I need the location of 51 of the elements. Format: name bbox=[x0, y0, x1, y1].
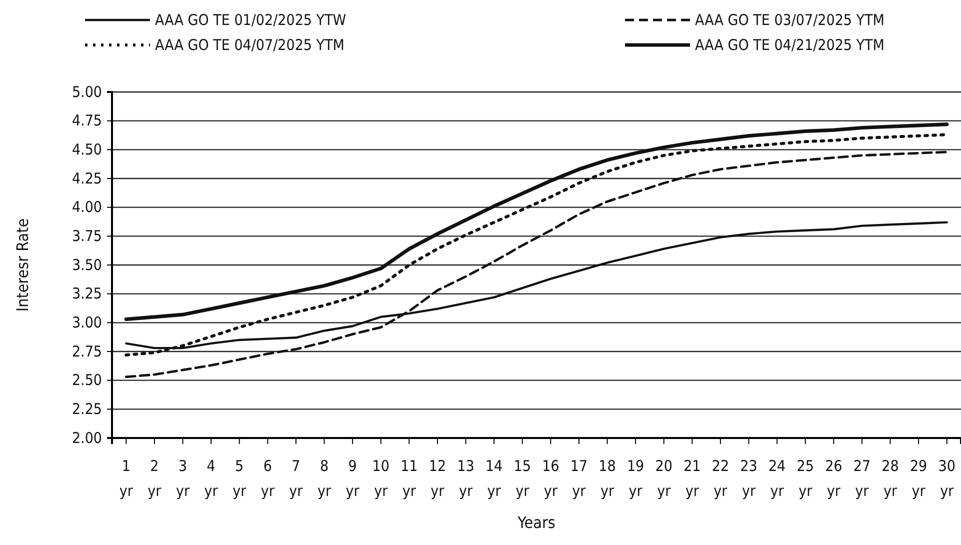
x-tick-label: 24 yr bbox=[768, 457, 786, 500]
legend-label: AAA GO TE 01/02/2025 YTW bbox=[155, 11, 346, 29]
x-tick-label: 29 yr bbox=[910, 457, 928, 500]
x-tick-label: 30 yr bbox=[938, 457, 956, 500]
x-tick-label: 2 yr bbox=[148, 457, 162, 500]
y-tick-label: 3.50 bbox=[72, 256, 102, 274]
y-tick-label: 2.00 bbox=[72, 428, 102, 447]
x-tick-label: 19 yr bbox=[626, 457, 644, 500]
x-tick-label: 17 yr bbox=[570, 457, 588, 500]
x-tick-label: 12 yr bbox=[428, 457, 446, 500]
x-tick-label: 27 yr bbox=[853, 457, 871, 500]
line-series bbox=[124, 122, 949, 322]
x-tick-label: 10 yr bbox=[372, 457, 390, 500]
x-tick-label: 15 yr bbox=[514, 457, 531, 500]
x-tick-label: 3 yr bbox=[176, 457, 190, 500]
x-tick-label: 20 yr bbox=[655, 457, 672, 500]
y-axis-title: Interesr Rate bbox=[13, 218, 32, 312]
x-tick-label: 13 yr bbox=[457, 457, 474, 500]
x-tick-label: 22 yr bbox=[712, 457, 730, 500]
x-axis-title: Years bbox=[516, 513, 556, 532]
x-tick-label: 11 yr bbox=[400, 457, 418, 500]
y-tick-label: 2.75 bbox=[72, 342, 102, 360]
x-tick-label: 7 yr bbox=[289, 457, 304, 500]
y-tick-label: 4.00 bbox=[72, 198, 102, 216]
x-tick-label: 21 yr bbox=[684, 457, 701, 500]
x-tick-label: 4 yr bbox=[204, 457, 218, 500]
x-tick-label: 5 yr bbox=[232, 457, 247, 500]
legend-label: AAA GO TE 04/07/2025 YTM bbox=[155, 36, 344, 54]
legend-label: AAA GO TE 03/07/2025 YTM bbox=[695, 11, 884, 29]
y-tick-label: 2.25 bbox=[72, 400, 102, 418]
x-tick-label: 18 yr bbox=[598, 457, 616, 500]
y-tick-label: 3.00 bbox=[72, 313, 102, 332]
x-tick-label: 26 yr bbox=[825, 457, 842, 500]
y-tick-label: 4.50 bbox=[72, 140, 102, 158]
x-tick-label: 23 yr bbox=[740, 457, 758, 500]
y-tick-label: 4.25 bbox=[72, 169, 102, 188]
y-tick-label: 4.75 bbox=[72, 112, 102, 130]
x-tick-label: 16 yr bbox=[542, 457, 560, 500]
line-series bbox=[124, 150, 948, 378]
y-tick-label: 2.50 bbox=[72, 371, 102, 390]
x-tick-label: 28 yr bbox=[882, 457, 899, 500]
x-tick-label: 1 yr bbox=[119, 457, 134, 500]
x-tick-label: 6 yr bbox=[260, 457, 275, 500]
y-tick-label: 3.75 bbox=[72, 226, 102, 245]
x-tick-label: 14 yr bbox=[485, 457, 503, 500]
y-tick-label: 5.00 bbox=[72, 82, 102, 101]
x-tick-label: 25 yr bbox=[796, 457, 814, 500]
x-tick-label: 9 yr bbox=[346, 457, 360, 500]
x-tick-label: 8 yr bbox=[317, 457, 332, 500]
y-tick-label: 3.25 bbox=[72, 284, 102, 303]
legend-label: AAA GO TE 04/21/2025 YTM bbox=[695, 36, 884, 54]
